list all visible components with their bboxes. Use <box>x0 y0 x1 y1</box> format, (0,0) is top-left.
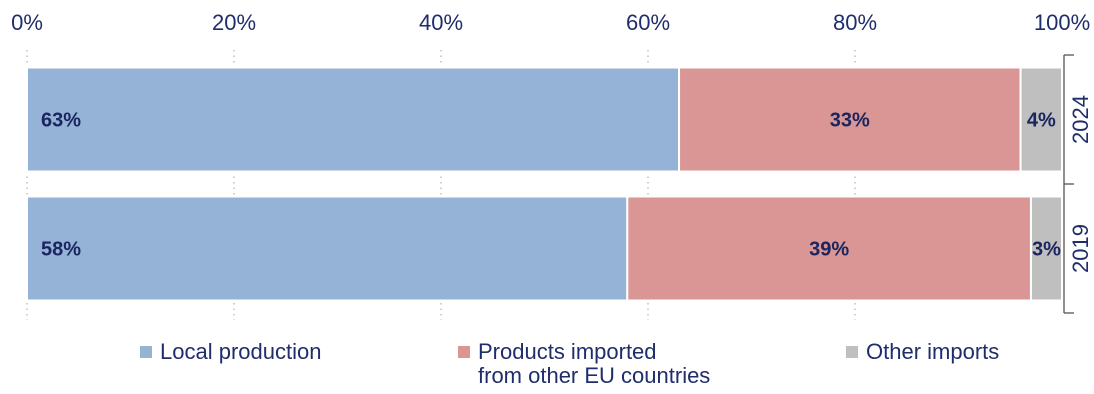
legend-label-local-production: Local production <box>160 339 322 364</box>
x-tick-label: 60% <box>626 10 670 35</box>
data-label: 4% <box>1027 110 1056 132</box>
x-tick-label: 20% <box>212 10 256 35</box>
bar-segment <box>1029 195 1063 302</box>
data-label: 3% <box>1032 239 1061 261</box>
chart-plot: 0% 20% 40% 60% 80% 100% 63% 33% 4% 2024 58% 39% 3% 20… <box>11 10 1093 320</box>
x-tick-label: 40% <box>419 10 463 35</box>
legend-label-other-imports: Other imports <box>866 339 1000 364</box>
x-tick-label: 100% <box>1034 10 1090 35</box>
legend-swatch-local-production <box>140 346 152 358</box>
x-tick-label: 80% <box>833 10 877 35</box>
legend-label-eu-imports: Products imported from other EU countrie… <box>478 339 711 388</box>
x-tick-label: 0% <box>11 10 43 35</box>
legend-swatch-other-imports <box>846 346 858 358</box>
data-label: 33% <box>830 110 870 132</box>
bar-segment <box>1019 66 1063 173</box>
legend-swatch-eu-imports <box>458 346 470 358</box>
bar-segment <box>26 195 629 302</box>
legend-item-local-production: Local production <box>140 340 321 364</box>
data-label: 58% <box>41 239 81 261</box>
chart-legend: Local production Products imported from … <box>0 338 1094 394</box>
bar-segment <box>26 66 681 173</box>
category-label: 2019 <box>1068 224 1093 273</box>
data-label: 39% <box>809 239 849 261</box>
category-label: 2024 <box>1068 95 1093 144</box>
legend-item-other-imports: Other imports <box>846 340 999 364</box>
legend-item-eu-imports: Products imported from other EU countrie… <box>458 340 710 388</box>
data-label: 63% <box>41 110 81 132</box>
